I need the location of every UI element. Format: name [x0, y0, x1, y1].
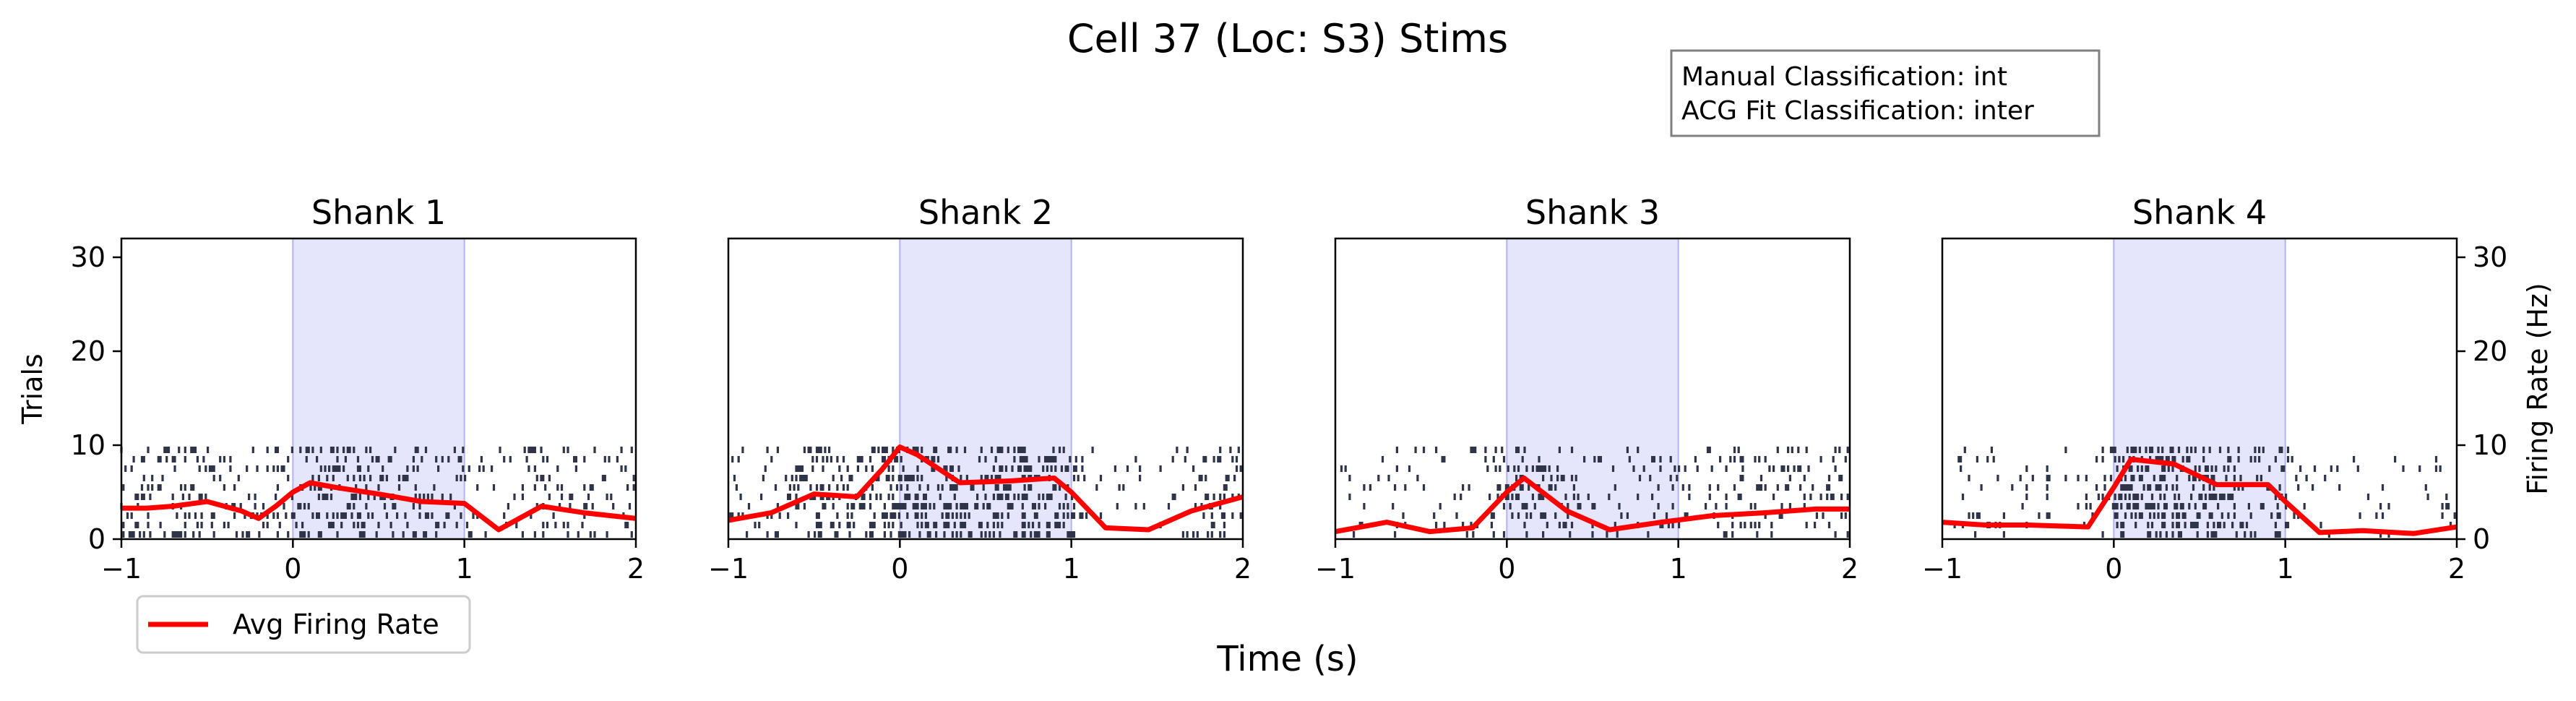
y-tick-label: 0 — [88, 523, 105, 555]
x-tick-label: 2 — [1841, 553, 1858, 585]
info-box: Manual Classification: int ACG Fit Class… — [1670, 49, 2101, 137]
y-tick-label: 0 — [2473, 523, 2490, 555]
avg-firing-rate-line-1 — [121, 480, 637, 533]
spike-raster-1 — [120, 447, 635, 538]
axes-frame-4 — [1941, 237, 2458, 541]
x-tick-label: 0 — [284, 553, 301, 585]
y-tick-label: 10 — [2473, 429, 2507, 461]
legend-label: Avg Firing Rate — [233, 608, 439, 640]
y-tick-label: 30 — [2473, 241, 2507, 273]
panel-title-1: Shank 1 — [311, 193, 446, 232]
info-box-line-2: ACG Fit Classification: inter — [1681, 96, 2034, 126]
x-tick-label: 0 — [2105, 553, 2122, 585]
y-axis-label-right: Firing Rate (Hz) — [2522, 283, 2554, 495]
x-axis-label: Time (s) — [1216, 639, 1358, 679]
x-tick-label: 1 — [2277, 553, 2294, 585]
avg-firing-rate-line-2 — [728, 444, 1244, 533]
panel-title-4: Shank 4 — [2132, 193, 2267, 232]
y-tick-label: 30 — [71, 241, 105, 273]
avg-firing-rate-line-4 — [1942, 457, 2457, 536]
x-tick-label: −1 — [1315, 553, 1356, 585]
panel-3: −1 0 1 2 Shank 3 — [1315, 193, 1858, 585]
x-tick-label: 2 — [627, 553, 645, 585]
axes-frame-1 — [120, 237, 637, 541]
panel-title-3: Shank 3 — [1525, 193, 1660, 232]
y-tick-label: 20 — [71, 335, 105, 367]
x-tick-label: −1 — [708, 553, 749, 585]
x-tick-label: 2 — [2448, 553, 2465, 585]
x-tick-label: 1 — [456, 553, 473, 585]
x-tick-label: 1 — [1670, 553, 1687, 585]
info-box-line-1: Manual Classification: int — [1681, 62, 2007, 92]
panel-title-2: Shank 2 — [918, 193, 1053, 232]
spike-raster-4 — [1953, 447, 2456, 538]
x-tick-label: 2 — [1234, 553, 1252, 585]
panel-2: −1 0 1 2 Shank 2 — [708, 193, 1252, 585]
x-tick-label: −1 — [101, 553, 142, 585]
y-tick-label: 10 — [71, 429, 105, 461]
x-tick-label: 1 — [1063, 553, 1080, 585]
figure-title: Cell 37 (Loc: S3) Stims — [1067, 16, 1508, 61]
legend: Avg Firing Rate — [136, 595, 471, 654]
x-tick-label: −1 — [1922, 553, 1963, 585]
axes-frame-2 — [727, 237, 1244, 541]
y-tick-label: 20 — [2473, 335, 2507, 367]
axes-frame-3 — [1334, 237, 1851, 541]
spike-raster-3 — [1340, 447, 1849, 538]
y-axis-label-left: Trials — [17, 353, 48, 424]
x-tick-label: 0 — [1498, 553, 1515, 585]
avg-firing-rate-line-3 — [1335, 476, 1850, 535]
stim-window-4 — [2113, 238, 2286, 540]
x-tick-label: 0 — [891, 553, 908, 585]
